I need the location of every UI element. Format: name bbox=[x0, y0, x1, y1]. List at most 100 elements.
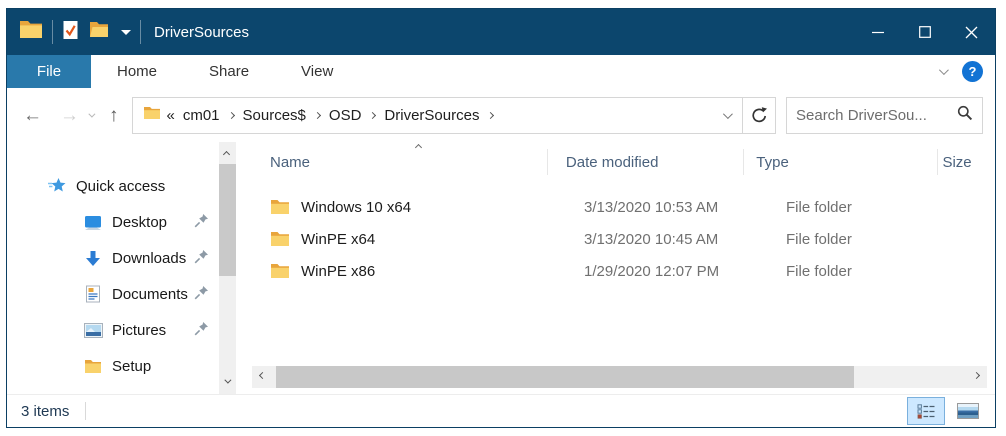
pictures-icon bbox=[83, 322, 103, 338]
horizontal-scrollbar-thumb[interactable] bbox=[276, 366, 854, 388]
sidebar-item-label: Desktop bbox=[112, 213, 168, 231]
thumbnail-view-button[interactable] bbox=[949, 397, 987, 425]
scroll-left-icon[interactable] bbox=[258, 371, 267, 380]
sidebar-item-documents[interactable]: Documents bbox=[7, 276, 219, 312]
file-date-modified: 1/29/2020 12:07 PM bbox=[584, 262, 720, 280]
horizontal-scrollbar[interactable] bbox=[252, 366, 987, 388]
file-type: File folder bbox=[786, 262, 852, 280]
documents-icon bbox=[83, 285, 103, 303]
column-header-type[interactable]: Type bbox=[744, 149, 939, 175]
checklist-icon[interactable] bbox=[62, 20, 79, 45]
help-icon[interactable]: ? bbox=[962, 61, 983, 82]
breadcrumb-chevron-icon[interactable] bbox=[487, 111, 495, 119]
history-chevron-down-icon[interactable] bbox=[88, 110, 96, 118]
sidebar-item-pictures[interactable]: Pictures bbox=[7, 312, 219, 348]
items-count: 3 items bbox=[21, 402, 70, 420]
minimize-button[interactable] bbox=[854, 9, 901, 55]
desktop-icon bbox=[83, 215, 103, 230]
folder-icon bbox=[270, 231, 290, 247]
pin-icon bbox=[194, 285, 209, 304]
breadcrumb-overflow[interactable]: « bbox=[166, 106, 175, 124]
folder-icon bbox=[270, 263, 290, 279]
address-bar[interactable]: « cm01 Sources$ OSD DriverSources bbox=[131, 96, 776, 134]
breadcrumb-chevron-icon[interactable] bbox=[369, 111, 377, 119]
title-bar: DriverSources bbox=[7, 9, 995, 55]
scroll-up-icon[interactable] bbox=[222, 150, 231, 159]
folder-icon bbox=[83, 359, 103, 374]
sidebar-item-quick-access[interactable]: Quick access bbox=[7, 168, 219, 204]
pane-gap bbox=[236, 142, 244, 394]
column-header-name[interactable]: Name bbox=[244, 149, 548, 175]
scroll-right-icon[interactable] bbox=[972, 371, 981, 380]
sidebar-item-clipped[interactable] bbox=[7, 384, 219, 394]
address-dropdown-chevron-icon[interactable] bbox=[722, 108, 733, 119]
file-type: File folder bbox=[786, 198, 852, 216]
folder-icon bbox=[270, 199, 290, 215]
pin-icon bbox=[194, 213, 209, 232]
titlebar-separator bbox=[140, 20, 141, 44]
address-divider bbox=[742, 97, 743, 133]
app-folder-icon bbox=[19, 20, 43, 44]
breadcrumb-chevron-icon[interactable] bbox=[313, 111, 321, 119]
refresh-icon[interactable] bbox=[743, 98, 775, 133]
file-row-winpe-x86[interactable]: WinPE x86 1/29/2020 12:07 PM File folder bbox=[244, 255, 995, 287]
window-title: DriverSources bbox=[154, 23, 250, 41]
address-bar-row: ← → ↑ « cm01 Sources$ OSD DriverSources bbox=[7, 88, 995, 142]
main-area: Quick access Desktop Downloads bbox=[7, 142, 995, 394]
sidebar-item-desktop[interactable]: Desktop bbox=[7, 204, 219, 240]
details-view-button[interactable] bbox=[907, 397, 945, 425]
file-list: Name Date modified Type Size Windows 10 … bbox=[244, 142, 995, 394]
tab-share[interactable]: Share bbox=[209, 63, 250, 80]
tab-home[interactable]: Home bbox=[117, 63, 158, 80]
breadcrumb-cm01[interactable]: cm01 bbox=[182, 106, 220, 124]
tab-view[interactable]: View bbox=[301, 63, 334, 80]
sidebar-item-label: Documents bbox=[112, 285, 188, 303]
tab-file[interactable]: File bbox=[7, 55, 91, 88]
up-icon[interactable]: ↑ bbox=[109, 104, 119, 126]
sidebar-item-label: Downloads bbox=[112, 249, 187, 267]
file-row-windows-10-x64[interactable]: Windows 10 x64 3/13/2020 10:53 AM File f… bbox=[244, 191, 995, 223]
maximize-button[interactable] bbox=[901, 9, 948, 55]
explorer-window: DriverSources File Home Share View ? ← →… bbox=[6, 8, 996, 428]
open-folder-icon[interactable] bbox=[89, 21, 109, 43]
file-name: WinPE x64 bbox=[301, 230, 376, 248]
search-icon[interactable] bbox=[957, 105, 973, 126]
navigation-pane: Quick access Desktop Downloads bbox=[7, 142, 219, 394]
breadcrumb-osd[interactable]: OSD bbox=[328, 106, 362, 124]
back-icon[interactable]: ← bbox=[23, 104, 42, 126]
search-box[interactable] bbox=[786, 96, 983, 134]
titlebar-separator bbox=[52, 20, 53, 44]
ribbon-tab-bar: File Home Share View ? bbox=[7, 55, 995, 88]
column-header-size[interactable]: Size bbox=[942, 153, 972, 171]
sidebar-scrollbar-thumb[interactable] bbox=[219, 164, 236, 276]
pin-icon bbox=[194, 249, 209, 268]
search-input[interactable] bbox=[796, 106, 957, 124]
breadcrumb-chevron-icon[interactable] bbox=[227, 111, 235, 119]
thumbnail-view-icon bbox=[957, 403, 979, 419]
scroll-down-icon[interactable] bbox=[224, 376, 232, 384]
breadcrumb-driversources[interactable]: DriverSources bbox=[384, 106, 480, 124]
sidebar-item-label: Pictures bbox=[112, 321, 167, 339]
quick-access-star-icon bbox=[47, 177, 67, 195]
file-name: WinPE x86 bbox=[301, 262, 376, 280]
sidebar-item-downloads[interactable]: Downloads bbox=[7, 240, 219, 276]
sidebar-item-label: Quick access bbox=[76, 177, 166, 195]
file-row-winpe-x64[interactable]: WinPE x64 3/13/2020 10:45 AM File folder bbox=[244, 223, 995, 255]
column-header-date-modified[interactable]: Date modified bbox=[548, 149, 745, 175]
pin-icon bbox=[194, 321, 209, 340]
downloads-icon bbox=[83, 250, 103, 267]
file-type: File folder bbox=[786, 230, 852, 248]
close-button[interactable] bbox=[948, 9, 995, 55]
sidebar-item-setup[interactable]: Setup bbox=[7, 348, 219, 384]
file-name: Windows 10 x64 bbox=[301, 198, 412, 216]
qat-dropdown-icon[interactable] bbox=[121, 29, 131, 35]
breadcrumb-sources[interactable]: Sources$ bbox=[242, 106, 306, 124]
status-bar: 3 items bbox=[7, 394, 995, 427]
file-date-modified: 3/13/2020 10:45 AM bbox=[584, 230, 719, 248]
sidebar-scrollbar[interactable] bbox=[219, 142, 236, 394]
expand-ribbon-chevron-down-icon[interactable] bbox=[938, 65, 949, 76]
status-divider bbox=[85, 402, 87, 420]
sidebar-item-label: Setup bbox=[112, 357, 152, 375]
address-folder-icon bbox=[143, 106, 161, 125]
column-header-row: Name Date modified Type Size bbox=[244, 142, 995, 182]
